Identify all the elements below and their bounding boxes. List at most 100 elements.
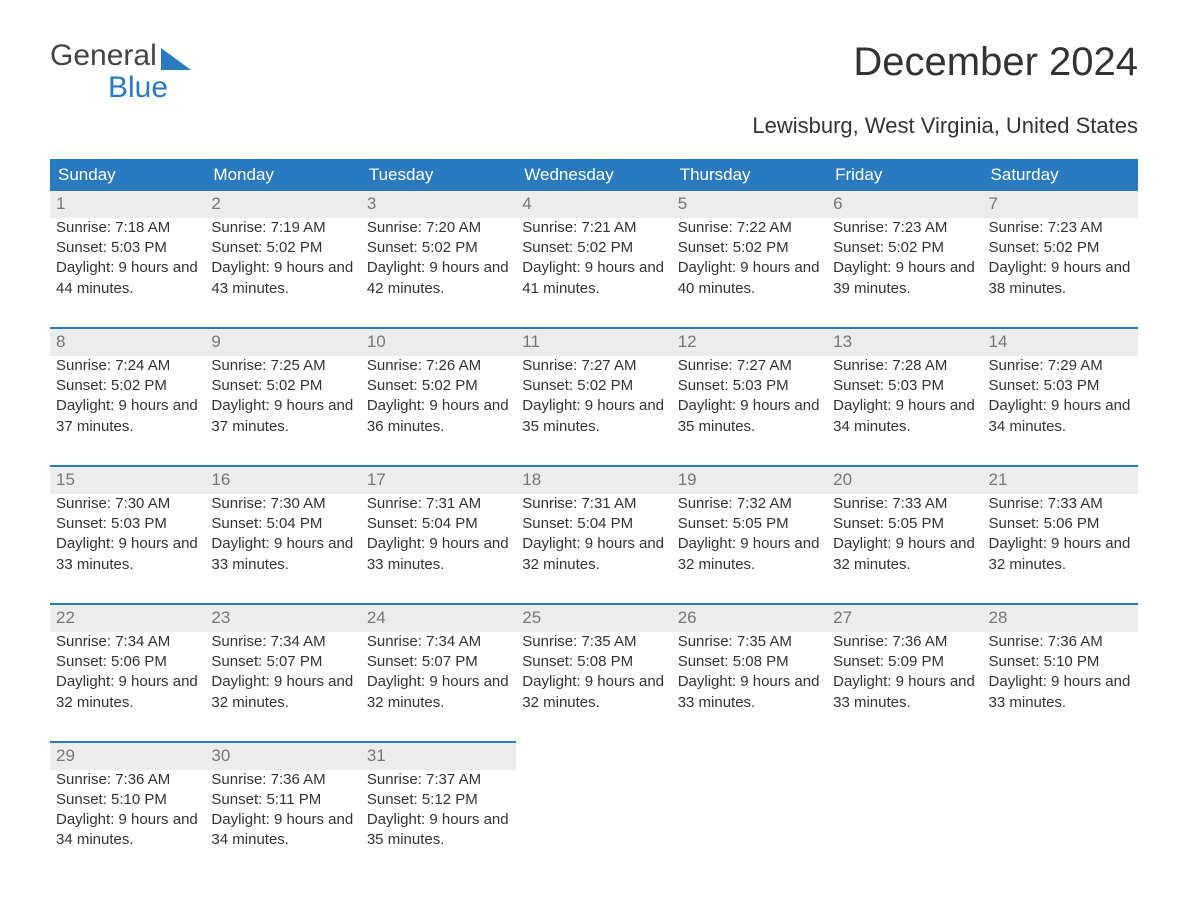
day-number: 18 xyxy=(516,466,671,494)
sunset-line: Sunset: 5:03 PM xyxy=(56,514,199,534)
day-number: 17 xyxy=(361,466,516,494)
day-number-row: 22232425262728 xyxy=(50,604,1138,632)
day-number: 8 xyxy=(50,328,205,356)
daylight-line: Daylight: 9 hours and 32 minutes. xyxy=(522,672,665,713)
sunrise-line: Sunrise: 7:31 AM xyxy=(522,494,665,514)
day-number-row: 15161718192021 xyxy=(50,466,1138,494)
day-cell xyxy=(672,770,827,879)
sunrise-line: Sunrise: 7:26 AM xyxy=(367,356,510,376)
day-cell: Sunrise: 7:35 AMSunset: 5:08 PMDaylight:… xyxy=(516,632,671,742)
daylight-line: Daylight: 9 hours and 32 minutes. xyxy=(678,534,821,575)
day-number: 4 xyxy=(516,191,671,218)
sunset-line: Sunset: 5:02 PM xyxy=(367,238,510,258)
daylight-line: Daylight: 9 hours and 38 minutes. xyxy=(989,258,1132,299)
sunrise-line: Sunrise: 7:28 AM xyxy=(833,356,976,376)
day-number xyxy=(983,742,1138,770)
sunset-line: Sunset: 5:06 PM xyxy=(989,514,1132,534)
daylight-line: Daylight: 9 hours and 43 minutes. xyxy=(211,258,354,299)
day-header: Saturday xyxy=(983,159,1138,191)
sunrise-line: Sunrise: 7:34 AM xyxy=(367,632,510,652)
sunrise-line: Sunrise: 7:36 AM xyxy=(989,632,1132,652)
day-cell xyxy=(827,770,982,879)
day-cell: Sunrise: 7:27 AMSunset: 5:02 PMDaylight:… xyxy=(516,356,671,466)
sunrise-line: Sunrise: 7:33 AM xyxy=(833,494,976,514)
day-header: Sunday xyxy=(50,159,205,191)
day-cell: Sunrise: 7:23 AMSunset: 5:02 PMDaylight:… xyxy=(983,218,1138,328)
day-header-row: Sunday Monday Tuesday Wednesday Thursday… xyxy=(50,159,1138,191)
page-title: December 2024 xyxy=(853,40,1138,85)
calendar-table: Sunday Monday Tuesday Wednesday Thursday… xyxy=(50,159,1138,879)
daylight-line: Daylight: 9 hours and 33 minutes. xyxy=(211,534,354,575)
daylight-line: Daylight: 9 hours and 32 minutes. xyxy=(56,672,199,713)
sunrise-line: Sunrise: 7:35 AM xyxy=(678,632,821,652)
day-number: 12 xyxy=(672,328,827,356)
sunrise-line: Sunrise: 7:24 AM xyxy=(56,356,199,376)
sunset-line: Sunset: 5:04 PM xyxy=(367,514,510,534)
day-header: Friday xyxy=(827,159,982,191)
day-number: 26 xyxy=(672,604,827,632)
day-cell: Sunrise: 7:33 AMSunset: 5:05 PMDaylight:… xyxy=(827,494,982,604)
daylight-line: Daylight: 9 hours and 32 minutes. xyxy=(367,672,510,713)
daylight-line: Daylight: 9 hours and 33 minutes. xyxy=(833,672,976,713)
sunset-line: Sunset: 5:12 PM xyxy=(367,790,510,810)
sunrise-line: Sunrise: 7:27 AM xyxy=(678,356,821,376)
daylight-line: Daylight: 9 hours and 34 minutes. xyxy=(211,810,354,851)
day-cell: Sunrise: 7:36 AMSunset: 5:09 PMDaylight:… xyxy=(827,632,982,742)
day-content-row: Sunrise: 7:18 AMSunset: 5:03 PMDaylight:… xyxy=(50,218,1138,328)
sunset-line: Sunset: 5:02 PM xyxy=(367,376,510,396)
day-header: Wednesday xyxy=(516,159,671,191)
sunrise-line: Sunrise: 7:37 AM xyxy=(367,770,510,790)
daylight-line: Daylight: 9 hours and 34 minutes. xyxy=(56,810,199,851)
day-number xyxy=(827,742,982,770)
day-number: 2 xyxy=(205,191,360,218)
sunrise-line: Sunrise: 7:29 AM xyxy=(989,356,1132,376)
sunrise-line: Sunrise: 7:36 AM xyxy=(833,632,976,652)
day-number: 19 xyxy=(672,466,827,494)
day-number: 21 xyxy=(983,466,1138,494)
sunrise-line: Sunrise: 7:20 AM xyxy=(367,218,510,238)
sunrise-line: Sunrise: 7:34 AM xyxy=(211,632,354,652)
sunset-line: Sunset: 5:02 PM xyxy=(522,376,665,396)
day-cell: Sunrise: 7:23 AMSunset: 5:02 PMDaylight:… xyxy=(827,218,982,328)
sunrise-line: Sunrise: 7:36 AM xyxy=(211,770,354,790)
sunset-line: Sunset: 5:02 PM xyxy=(211,238,354,258)
day-cell: Sunrise: 7:20 AMSunset: 5:02 PMDaylight:… xyxy=(361,218,516,328)
day-cell: Sunrise: 7:34 AMSunset: 5:07 PMDaylight:… xyxy=(361,632,516,742)
day-number: 24 xyxy=(361,604,516,632)
sunrise-line: Sunrise: 7:35 AM xyxy=(522,632,665,652)
daylight-line: Daylight: 9 hours and 37 minutes. xyxy=(211,396,354,437)
daylight-line: Daylight: 9 hours and 33 minutes. xyxy=(989,672,1132,713)
day-number: 16 xyxy=(205,466,360,494)
daylight-line: Daylight: 9 hours and 32 minutes. xyxy=(833,534,976,575)
logo-triangle-icon xyxy=(161,48,191,70)
sunset-line: Sunset: 5:02 PM xyxy=(989,238,1132,258)
daylight-line: Daylight: 9 hours and 44 minutes. xyxy=(56,258,199,299)
day-number: 7 xyxy=(983,191,1138,218)
sunset-line: Sunset: 5:02 PM xyxy=(678,238,821,258)
sunrise-line: Sunrise: 7:25 AM xyxy=(211,356,354,376)
daylight-line: Daylight: 9 hours and 39 minutes. xyxy=(833,258,976,299)
day-cell: Sunrise: 7:35 AMSunset: 5:08 PMDaylight:… xyxy=(672,632,827,742)
daylight-line: Daylight: 9 hours and 35 minutes. xyxy=(522,396,665,437)
logo-line1: General xyxy=(50,40,157,72)
sunset-line: Sunset: 5:03 PM xyxy=(833,376,976,396)
daylight-line: Daylight: 9 hours and 37 minutes. xyxy=(56,396,199,437)
daylight-line: Daylight: 9 hours and 33 minutes. xyxy=(367,534,510,575)
sunset-line: Sunset: 5:02 PM xyxy=(833,238,976,258)
day-number-row: 293031 xyxy=(50,742,1138,770)
day-number: 5 xyxy=(672,191,827,218)
daylight-line: Daylight: 9 hours and 33 minutes. xyxy=(678,672,821,713)
daylight-line: Daylight: 9 hours and 35 minutes. xyxy=(678,396,821,437)
sunrise-line: Sunrise: 7:19 AM xyxy=(211,218,354,238)
sunset-line: Sunset: 5:03 PM xyxy=(678,376,821,396)
location-subtitle: Lewisburg, West Virginia, United States xyxy=(50,113,1138,139)
logo: General Blue xyxy=(50,40,191,103)
day-number: 13 xyxy=(827,328,982,356)
day-number xyxy=(516,742,671,770)
day-number: 23 xyxy=(205,604,360,632)
day-cell: Sunrise: 7:33 AMSunset: 5:06 PMDaylight:… xyxy=(983,494,1138,604)
day-content-row: Sunrise: 7:30 AMSunset: 5:03 PMDaylight:… xyxy=(50,494,1138,604)
day-number: 3 xyxy=(361,191,516,218)
daylight-line: Daylight: 9 hours and 41 minutes. xyxy=(522,258,665,299)
day-content-row: Sunrise: 7:24 AMSunset: 5:02 PMDaylight:… xyxy=(50,356,1138,466)
